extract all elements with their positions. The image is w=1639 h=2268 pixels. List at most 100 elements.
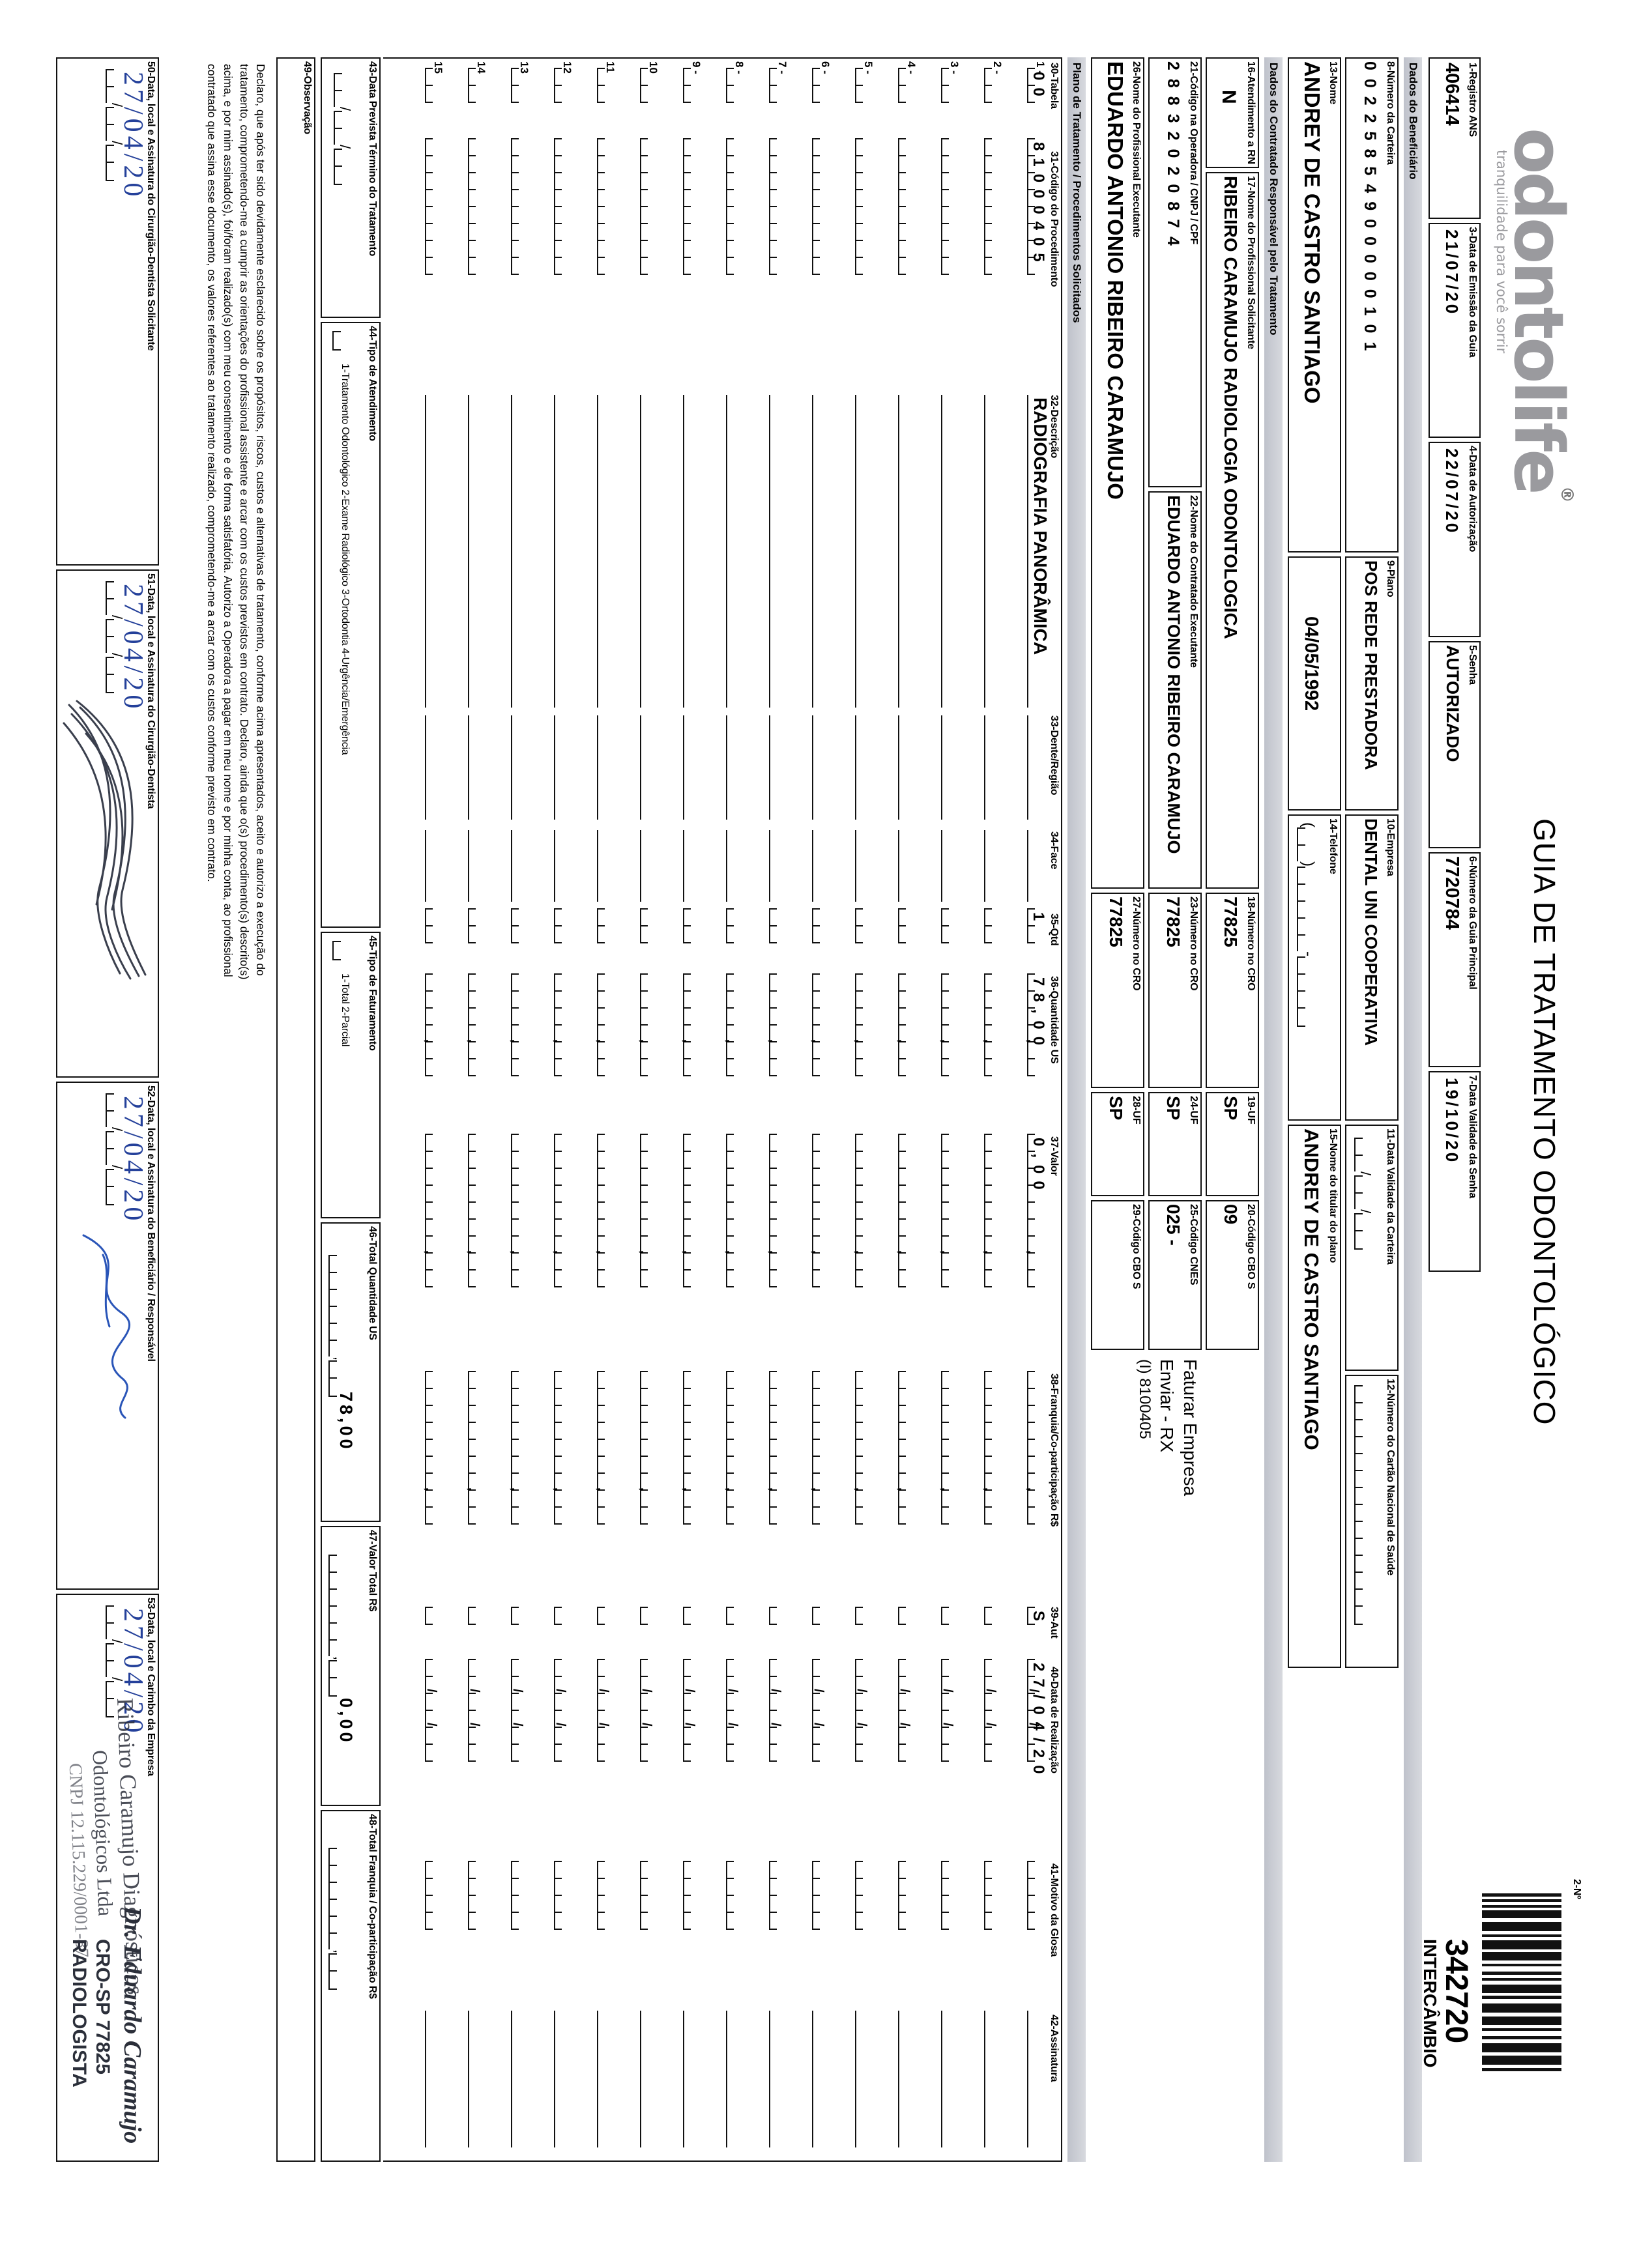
procedure-cell-qtd_us[interactable]: , xyxy=(552,973,576,1078)
procedure-cell-descricao[interactable] xyxy=(897,394,920,708)
procedure-cell-assinatura[interactable] xyxy=(725,2010,748,2147)
procedure-cell-motivo[interactable] xyxy=(983,1860,1006,1931)
procedure-cell-face[interactable] xyxy=(510,829,533,902)
procedure-cell-assinatura[interactable] xyxy=(553,2010,576,2147)
procedure-cell-data_realizacao[interactable]: / / xyxy=(940,1658,963,1763)
procedure-cell-assinatura[interactable] xyxy=(639,2010,662,2147)
procedure-cell-motivo[interactable] xyxy=(854,1860,877,1931)
procedure-cell-aut[interactable]: S xyxy=(1026,1606,1049,1628)
procedure-cell-codigo[interactable]: 81000405 xyxy=(1026,137,1049,276)
procedure-cell-descricao[interactable] xyxy=(811,394,834,708)
procedure-cell-qtd[interactable] xyxy=(725,908,748,945)
procedure-cell-motivo[interactable] xyxy=(596,1860,619,1931)
procedure-cell-franquia[interactable]: , xyxy=(939,1370,963,1526)
procedure-cell-data_realizacao[interactable]: / / xyxy=(639,1658,662,1763)
procedure-cell-qtd[interactable] xyxy=(940,908,963,945)
procedure-cell-tabela[interactable] xyxy=(682,67,705,104)
procedure-cell-aut[interactable] xyxy=(553,1606,576,1626)
procedure-cell-data_realizacao[interactable]: / / xyxy=(897,1658,920,1763)
procedure-cell-codigo[interactable] xyxy=(768,137,791,276)
procedure-cell-descricao[interactable] xyxy=(510,394,533,708)
procedure-cell-tabela[interactable] xyxy=(467,67,490,104)
procedure-cell-tabela[interactable]: 00 xyxy=(1026,67,1049,104)
procedure-cell-data_realizacao[interactable]: / / xyxy=(424,1658,447,1763)
procedure-cell-assinatura[interactable] xyxy=(854,2010,877,2147)
procedure-cell-data_realizacao[interactable]: / / xyxy=(983,1658,1006,1763)
procedure-cell-aut[interactable] xyxy=(639,1606,662,1626)
procedure-cell-dente[interactable] xyxy=(983,715,1006,820)
procedure-cell-data_realizacao[interactable]: / / xyxy=(811,1658,834,1763)
procedure-cell-aut[interactable] xyxy=(897,1606,920,1626)
procedure-cell-qtd[interactable] xyxy=(854,908,877,945)
procedure-cell-aut[interactable] xyxy=(424,1606,447,1626)
procedure-cell-data_realizacao[interactable]: / / xyxy=(596,1658,619,1763)
procedure-cell-aut[interactable] xyxy=(725,1606,748,1626)
procedure-cell-assinatura[interactable] xyxy=(467,2010,490,2147)
procedure-cell-franquia[interactable]: , xyxy=(423,1370,447,1526)
procedure-cell-dente[interactable] xyxy=(811,715,834,820)
procedure-cell-qtd_us[interactable]: , xyxy=(638,973,662,1078)
procedure-cell-assinatura[interactable] xyxy=(940,2010,963,2147)
procedure-cell-aut[interactable] xyxy=(940,1606,963,1626)
procedure-cell-motivo[interactable] xyxy=(1026,1860,1049,1931)
procedure-cell-dente[interactable] xyxy=(682,715,705,820)
procedure-cell-face[interactable] xyxy=(682,829,705,902)
procedure-cell-dente[interactable] xyxy=(639,715,662,820)
procedure-cell-face[interactable] xyxy=(553,829,576,902)
procedure-cell-assinatura[interactable] xyxy=(897,2010,920,2147)
procedure-cell-franquia[interactable]: , xyxy=(896,1370,920,1526)
procedure-cell-assinatura[interactable] xyxy=(1026,2010,1049,2147)
procedure-cell-valor[interactable]: , xyxy=(724,1133,748,1289)
procedure-cell-data_realizacao[interactable]: / / xyxy=(510,1658,533,1763)
procedure-cell-face[interactable] xyxy=(940,829,963,902)
procedure-cell-data_realizacao[interactable]: / / xyxy=(553,1658,576,1763)
procedure-cell-qtd_us[interactable]: , 78,00 xyxy=(1025,973,1049,1078)
procedure-cell-assinatura[interactable] xyxy=(596,2010,619,2147)
procedure-cell-motivo[interactable] xyxy=(510,1860,533,1931)
procedure-cell-franquia[interactable]: , xyxy=(982,1370,1006,1526)
procedure-cell-aut[interactable] xyxy=(983,1606,1006,1626)
procedure-cell-codigo[interactable] xyxy=(424,137,447,276)
procedure-cell-valor[interactable]: , xyxy=(681,1133,705,1289)
procedure-cell-descricao[interactable] xyxy=(596,394,619,708)
procedure-cell-franquia[interactable]: , xyxy=(466,1370,490,1526)
procedure-cell-motivo[interactable] xyxy=(725,1860,748,1931)
procedure-cell-codigo[interactable] xyxy=(983,137,1006,276)
procedure-cell-qtd[interactable] xyxy=(983,908,1006,945)
procedure-cell-descricao[interactable] xyxy=(424,394,447,708)
procedure-cell-tabela[interactable] xyxy=(768,67,791,104)
procedure-cell-qtd[interactable] xyxy=(811,908,834,945)
procedure-cell-qtd_us[interactable]: , xyxy=(810,973,834,1078)
procedure-cell-face[interactable] xyxy=(1026,829,1049,902)
procedure-cell-codigo[interactable] xyxy=(682,137,705,276)
procedure-cell-aut[interactable] xyxy=(596,1606,619,1626)
procedure-cell-codigo[interactable] xyxy=(725,137,748,276)
procedure-cell-face[interactable] xyxy=(811,829,834,902)
procedure-cell-franquia[interactable]: , xyxy=(509,1370,533,1526)
procedure-cell-franquia[interactable]: , xyxy=(767,1370,791,1526)
procedure-cell-tabela[interactable] xyxy=(596,67,619,104)
procedure-cell-motivo[interactable] xyxy=(811,1860,834,1931)
procedure-cell-dente[interactable] xyxy=(553,715,576,820)
procedure-cell-tabela[interactable] xyxy=(424,67,447,104)
procedure-cell-dente[interactable] xyxy=(768,715,791,820)
procedure-cell-tabela[interactable] xyxy=(639,67,662,104)
procedure-cell-face[interactable] xyxy=(768,829,791,902)
procedure-cell-franquia[interactable]: , xyxy=(724,1370,748,1526)
procedure-cell-tabela[interactable] xyxy=(940,67,963,104)
procedure-cell-qtd_us[interactable]: , xyxy=(982,973,1006,1078)
procedure-cell-qtd_us[interactable]: , xyxy=(896,973,920,1078)
procedure-cell-codigo[interactable] xyxy=(553,137,576,276)
procedure-cell-descricao[interactable] xyxy=(725,394,748,708)
procedure-cell-motivo[interactable] xyxy=(768,1860,791,1931)
procedure-cell-franquia[interactable]: , xyxy=(1025,1370,1049,1526)
procedure-cell-dente[interactable] xyxy=(510,715,533,820)
procedure-cell-dente[interactable] xyxy=(1026,715,1049,820)
procedure-cell-tabela[interactable] xyxy=(725,67,748,104)
procedure-cell-dente[interactable] xyxy=(854,715,877,820)
procedure-cell-aut[interactable] xyxy=(682,1606,705,1626)
procedure-cell-codigo[interactable] xyxy=(940,137,963,276)
procedure-cell-aut[interactable] xyxy=(811,1606,834,1626)
procedure-cell-assinatura[interactable] xyxy=(768,2010,791,2147)
procedure-cell-data_realizacao[interactable]: / / xyxy=(768,1658,791,1763)
